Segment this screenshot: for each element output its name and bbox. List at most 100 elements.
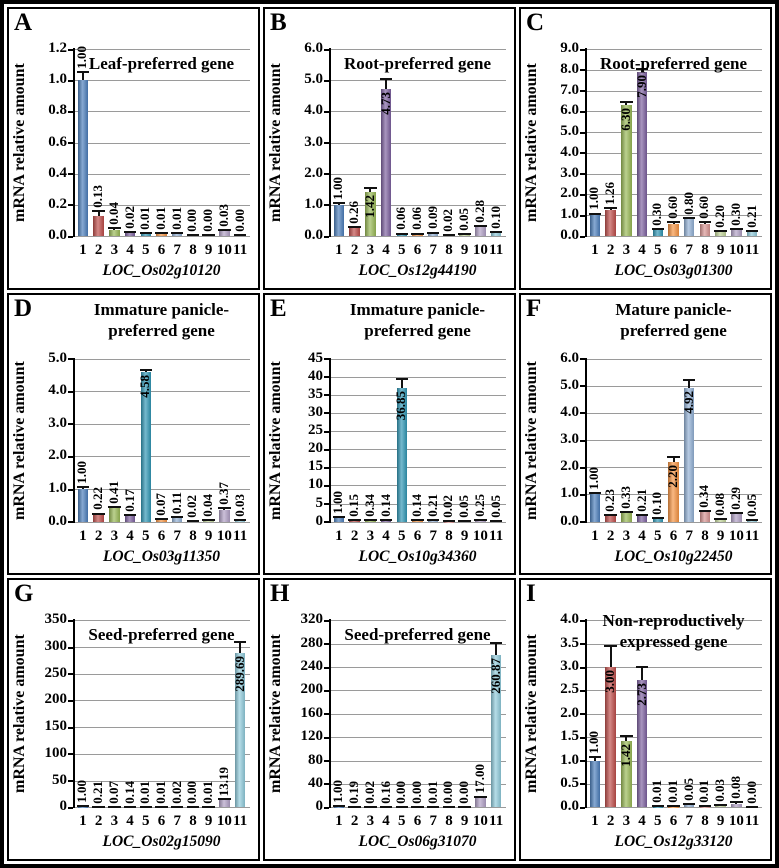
error-bar-cap xyxy=(218,507,231,510)
chart-title-line: Leaf-preferred gene xyxy=(88,54,235,73)
axis-tick xyxy=(324,666,329,669)
x-tick-label: 4 xyxy=(382,813,390,830)
gridline xyxy=(73,489,250,491)
axis-tick xyxy=(580,439,585,442)
gridline xyxy=(73,80,250,82)
axis-tick xyxy=(68,48,73,51)
panel-E: E mRNA relative amount Immature panicle-… xyxy=(263,292,516,576)
bar-value-label: 1.26 xyxy=(602,181,618,205)
chart-title: Leaf-preferred gene xyxy=(65,53,258,74)
x-tick-label: 7 xyxy=(429,242,437,258)
axis-tick xyxy=(68,673,73,676)
gridline xyxy=(329,760,506,762)
y-axis-line xyxy=(585,357,587,523)
error-bar-cap xyxy=(123,805,137,808)
error-bar-cap xyxy=(474,795,487,798)
x-tick-label: 2 xyxy=(606,242,615,258)
bar-value-label: 0.10 xyxy=(649,492,665,516)
bar-value-label: 1.00 xyxy=(74,461,90,484)
x-tick-label: 3 xyxy=(110,813,119,830)
y-tick-label: 1.0 xyxy=(560,206,579,223)
bar-value-label: 17.00 xyxy=(471,763,487,794)
bar-value-label: 0.05 xyxy=(680,777,696,801)
y-tick-label: 6.0 xyxy=(560,349,579,366)
x-tick-label: 10 xyxy=(216,527,232,544)
panel-G: G mRNA relative amount Seed-preferred ge… xyxy=(7,578,260,861)
y-axis-title: mRNA relative amount xyxy=(523,360,540,520)
bar xyxy=(589,215,601,236)
chart-title-line: expressed gene xyxy=(619,632,728,652)
x-tick-label: 10 xyxy=(728,242,744,258)
y-tick-label: 7.0 xyxy=(560,81,579,98)
x-tick-label: 10 xyxy=(728,527,744,544)
gridline xyxy=(329,485,506,487)
error-bar-cap xyxy=(332,515,346,518)
gridline xyxy=(329,358,506,360)
gridline xyxy=(329,783,506,785)
error-bar-cap xyxy=(364,805,377,808)
bar xyxy=(475,797,486,808)
x-tick-label: 1 xyxy=(79,242,87,258)
bar-value-label: 0.01 xyxy=(649,780,665,804)
gridline xyxy=(329,111,506,113)
error-bar-cap xyxy=(108,227,121,230)
error-bar-cap xyxy=(745,230,759,232)
x-tick-label: 4 xyxy=(638,813,646,830)
y-tick-label: 3.0 xyxy=(304,133,323,150)
error-bar-cap xyxy=(683,217,696,220)
bar xyxy=(475,520,486,522)
error-bar-cap xyxy=(651,227,664,230)
bar xyxy=(396,388,407,522)
bar xyxy=(93,514,104,522)
error-bar-cap xyxy=(604,206,617,209)
x-tick-label: 11 xyxy=(745,242,760,258)
error-bar-cap xyxy=(364,518,377,521)
error-bar xyxy=(495,643,498,655)
error-bar xyxy=(81,72,84,81)
chart-title: Root-preferred gene xyxy=(577,53,770,74)
bar-value-label: 4.73 xyxy=(377,91,393,115)
y-tick-label: 0.0 xyxy=(560,512,579,529)
bar xyxy=(636,679,648,808)
x-tick-label: 5 xyxy=(142,242,150,258)
bar xyxy=(412,521,423,523)
axis-tick xyxy=(324,484,329,487)
panel-letter: H xyxy=(270,580,290,608)
error-bar-cap xyxy=(395,378,408,381)
gridline xyxy=(73,456,250,458)
x-tick-label: 11 xyxy=(233,527,248,544)
gridline xyxy=(73,700,250,702)
error-bar-cap xyxy=(442,234,456,237)
chart-title-line: Non-reproductively xyxy=(602,611,745,631)
error-bar xyxy=(625,101,628,106)
y-tick-label: 1.0 xyxy=(560,751,579,768)
x-tick-label: 3 xyxy=(366,242,375,258)
axis-tick xyxy=(68,619,73,622)
bar xyxy=(77,80,89,236)
error-bar-cap xyxy=(155,518,168,521)
error-bar-cap xyxy=(635,68,649,71)
x-tick-label: 9 xyxy=(716,527,725,544)
gridline xyxy=(585,194,762,196)
bar xyxy=(219,800,230,808)
axis-tick xyxy=(580,736,585,739)
error-bar-cap xyxy=(588,491,602,494)
bar-value-label: 0.17 xyxy=(121,489,137,513)
chart-title: Root-preferred gene xyxy=(321,53,514,74)
bar xyxy=(715,519,726,522)
x-tick-label: 5 xyxy=(654,242,662,258)
bar xyxy=(459,234,470,236)
y-axis-title: mRNA relative amount xyxy=(523,63,540,222)
x-tick-label: 8 xyxy=(701,242,709,258)
bar-value-label: 0.01 xyxy=(137,207,153,230)
y-tick-label: 4.0 xyxy=(560,143,579,160)
y-tick-label: 0.0 xyxy=(560,227,579,243)
bar-value-label: 0.01 xyxy=(696,780,712,804)
bar-value-label: 1.00 xyxy=(74,780,90,803)
bar-value-label: 0.01 xyxy=(424,780,440,804)
bar xyxy=(428,233,439,236)
axis-tick xyxy=(68,521,73,524)
error-bar-cap xyxy=(604,645,617,648)
y-tick-label: 4.0 xyxy=(560,611,579,628)
y-tick-label: 1.0 xyxy=(304,195,323,212)
